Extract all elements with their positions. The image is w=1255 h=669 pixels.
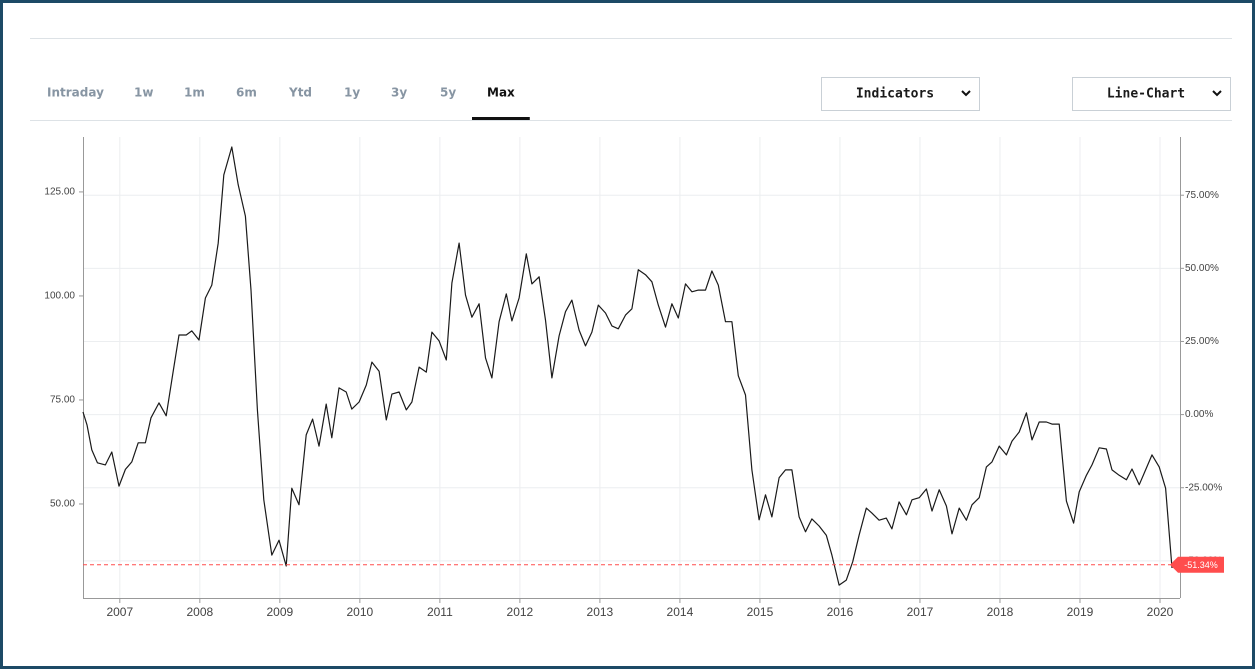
y2-tick-label: 25.00%: [1185, 336, 1219, 347]
reference-label: -51.34%: [1184, 560, 1218, 570]
x-tick-label: 2020: [1147, 605, 1174, 619]
active-tab-underline: [472, 117, 530, 120]
chart-type-dropdown[interactable]: Line-Chart: [1072, 77, 1231, 111]
plot: 50.0075.00100.00125.00-50.00%-25.00%0.00…: [44, 137, 1224, 619]
dropdown-box[interactable]: [1072, 77, 1231, 111]
range-tab[interactable]: 5y: [440, 86, 456, 100]
reference-tag: [1170, 556, 1224, 573]
x-tick-label: 2011: [427, 605, 453, 619]
range-tabs: Intraday 1w 1m 6m Ytd 1y 3y 5y Max: [47, 86, 530, 120]
y2-tick-label: 50.00%: [1185, 263, 1219, 274]
x-tick-label: 2014: [667, 605, 694, 619]
y-tick-label: 100.00: [44, 291, 75, 302]
y2-tick-label: -25.00%: [1185, 482, 1222, 493]
x-tick-label: 2007: [106, 605, 133, 619]
range-tab[interactable]: Max: [487, 86, 515, 100]
y-tick-label: 50.00: [50, 499, 75, 510]
range-tab[interactable]: 1w: [134, 86, 153, 100]
x-tick-label: 2015: [747, 605, 774, 619]
range-tab[interactable]: 1y: [344, 86, 360, 100]
x-tick-label: 2009: [266, 605, 293, 619]
y-tick-label: 75.00: [50, 395, 75, 406]
x-tick-label: 2013: [587, 605, 614, 619]
x-tick-label: 2018: [987, 605, 1014, 619]
dropdown-box[interactable]: [821, 77, 980, 111]
chevron: [1212, 90, 1222, 97]
range-tab[interactable]: 6m: [236, 86, 257, 100]
dropdown-label[interactable]: Indicators: [856, 87, 934, 102]
chevron: [961, 90, 971, 97]
indicators-dropdown[interactable]: Indicators: [821, 77, 980, 111]
range-tab[interactable]: Intraday: [47, 86, 104, 100]
y-tick-label: 125.00: [44, 187, 75, 198]
x-tick-label: 2016: [827, 605, 854, 619]
range-tab[interactable]: Ytd: [288, 86, 312, 100]
x-tick-label: 2008: [186, 605, 213, 619]
x-tick-label: 2012: [507, 605, 534, 619]
range-tab[interactable]: 1m: [184, 86, 205, 100]
dropdown-label[interactable]: Line-Chart: [1107, 87, 1185, 102]
x-tick-label: 2010: [346, 605, 373, 619]
y2-tick-label: 75.00%: [1185, 190, 1219, 201]
x-tick-label: 2017: [907, 605, 934, 619]
price-line: [82, 146, 1173, 586]
y2-tick-label: 0.00%: [1185, 409, 1213, 420]
x-tick-label: 2019: [1067, 605, 1094, 619]
range-tab[interactable]: 3y: [391, 86, 407, 100]
